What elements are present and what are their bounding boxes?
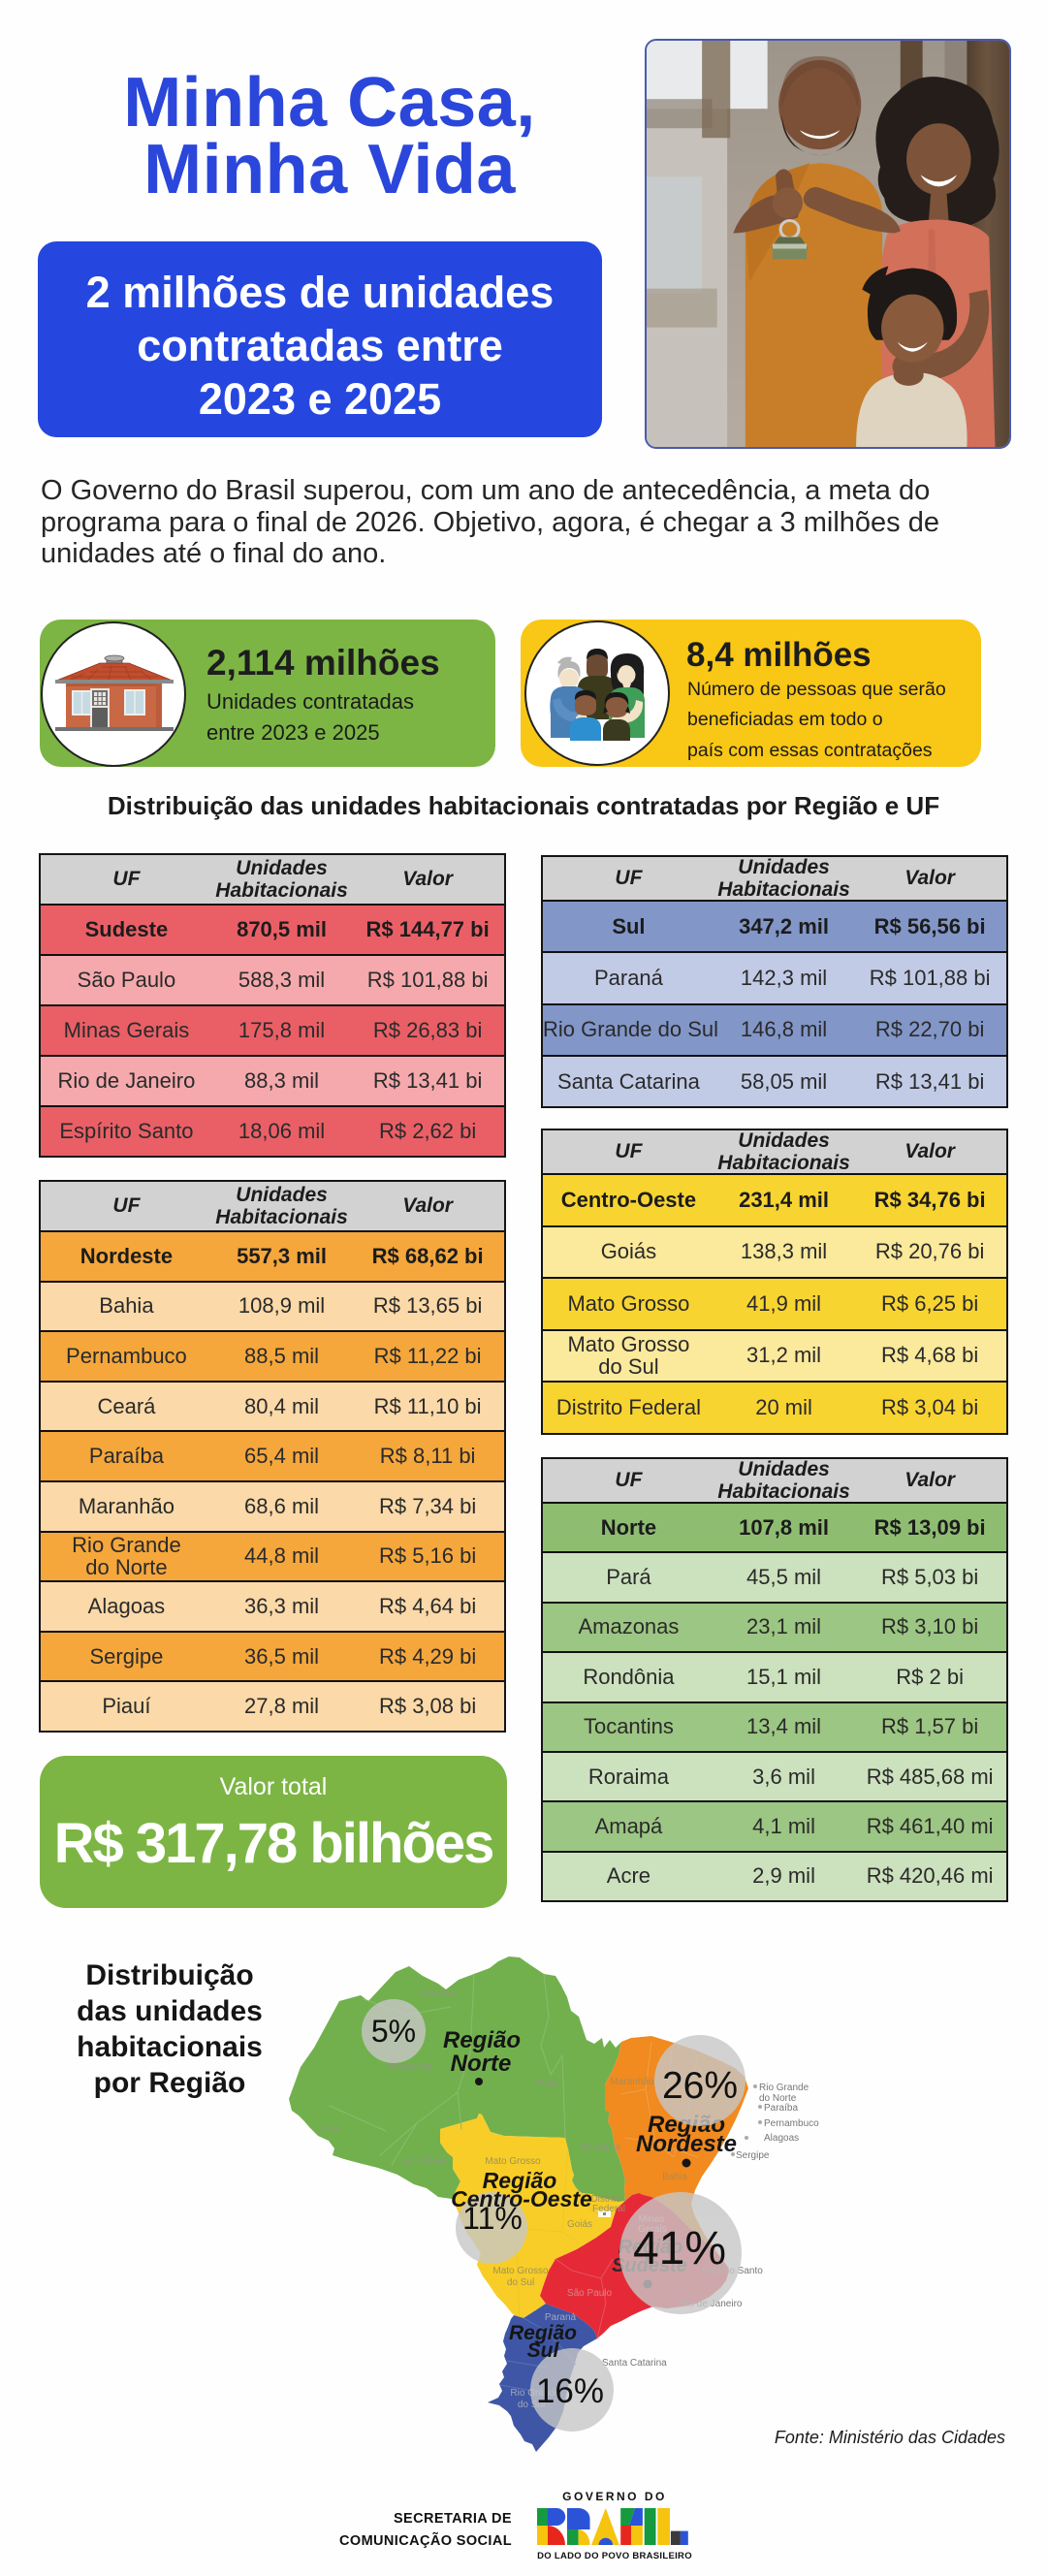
svg-text:11%: 11%: [462, 2201, 523, 2236]
svg-text:16%: 16%: [536, 2372, 604, 2410]
svg-text:Rondônia: Rondônia: [404, 2156, 446, 2167]
svg-text:Paraná: Paraná: [545, 2312, 577, 2323]
svg-text:Alagoas: Alagoas: [764, 2133, 799, 2144]
svg-text:São Paulo: São Paulo: [567, 2288, 613, 2299]
svg-text:do Sul: do Sul: [518, 2400, 545, 2410]
svg-text:Pernambuco: Pernambuco: [764, 2118, 819, 2129]
svg-text:26%: 26%: [662, 2065, 738, 2107]
svg-text:Norte: Norte: [451, 2051, 512, 2077]
svg-text:Nordeste: Nordeste: [636, 2131, 737, 2157]
svg-text:Sul: Sul: [527, 2339, 560, 2362]
svg-text:Sergipe: Sergipe: [736, 2150, 770, 2161]
svg-text:Paraíba: Paraíba: [764, 2103, 798, 2114]
svg-text:5%: 5%: [371, 2014, 416, 2049]
svg-text:Mato Grosso: Mato Grosso: [492, 2266, 549, 2276]
svg-text:Distrito: Distrito: [590, 2194, 621, 2205]
svg-text:Maranhão: Maranhão: [610, 2077, 653, 2087]
svg-text:Acre: Acre: [320, 2124, 340, 2135]
svg-text:41%: 41%: [633, 2223, 726, 2274]
svg-text:Mato Grosso: Mato Grosso: [485, 2156, 541, 2167]
svg-text:Rio Grande: Rio Grande: [759, 2083, 809, 2093]
svg-text:Roraima: Roraima: [420, 1988, 457, 1999]
svg-text:Centro-Oeste: Centro-Oeste: [451, 2186, 592, 2211]
svg-text:Bahia: Bahia: [662, 2172, 687, 2182]
svg-text:Região: Região: [483, 2168, 557, 2193]
svg-text:do Sul: do Sul: [507, 2277, 534, 2288]
svg-text:Tocantins: Tocantins: [580, 2143, 620, 2153]
svg-text:Amazonas: Amazonas: [386, 2061, 431, 2072]
svg-text:Goiás: Goiás: [567, 2219, 592, 2230]
svg-text:Santa Catarina: Santa Catarina: [602, 2358, 667, 2369]
svg-text:Região: Região: [509, 2322, 577, 2344]
svg-text:Federal: Federal: [592, 2204, 625, 2214]
svg-text:do Norte: do Norte: [759, 2093, 797, 2104]
svg-text:Pará: Pará: [537, 2079, 558, 2089]
svg-text:Região: Região: [443, 2027, 521, 2053]
